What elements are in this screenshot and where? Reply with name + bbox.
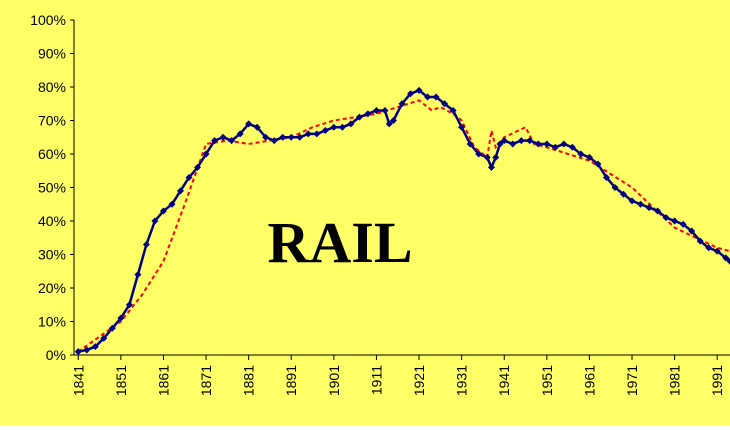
- x-tick-label: 1911: [368, 365, 384, 395]
- y-tick-label: 60%: [38, 146, 66, 162]
- y-tick-label: 70%: [38, 113, 66, 129]
- x-tick-label: 1861: [155, 365, 171, 396]
- y-tick-label: 80%: [38, 79, 66, 95]
- x-tick-label: 1981: [667, 365, 683, 396]
- y-tick-label: 20%: [38, 280, 66, 296]
- y-tick-label: 0%: [46, 347, 66, 363]
- x-tick-label: 1921: [411, 365, 427, 396]
- y-tick-label: 30%: [38, 247, 66, 263]
- x-tick-label: 1891: [283, 365, 299, 396]
- x-tick-label: 1871: [198, 365, 214, 396]
- y-tick-label: 50%: [38, 180, 66, 196]
- x-tick-label: 1841: [70, 365, 86, 396]
- y-tick-label: 90%: [38, 46, 66, 62]
- x-tick-label: 1931: [454, 365, 470, 396]
- y-tick-label: 100%: [30, 12, 66, 28]
- annotation: RAIL: [267, 210, 412, 275]
- y-tick-label: 10%: [38, 314, 66, 330]
- x-tick-label: 1961: [581, 365, 597, 396]
- x-tick-label: 1971: [624, 365, 640, 396]
- y-tick-label: 40%: [38, 213, 66, 229]
- x-tick-label: 1901: [326, 365, 342, 396]
- x-tick-label: 1991: [709, 365, 725, 396]
- x-tick-label: 1951: [539, 365, 555, 396]
- x-tick-label: 1851: [113, 365, 129, 396]
- x-tick-label: 1941: [496, 365, 512, 396]
- x-tick-label: 1881: [241, 365, 257, 396]
